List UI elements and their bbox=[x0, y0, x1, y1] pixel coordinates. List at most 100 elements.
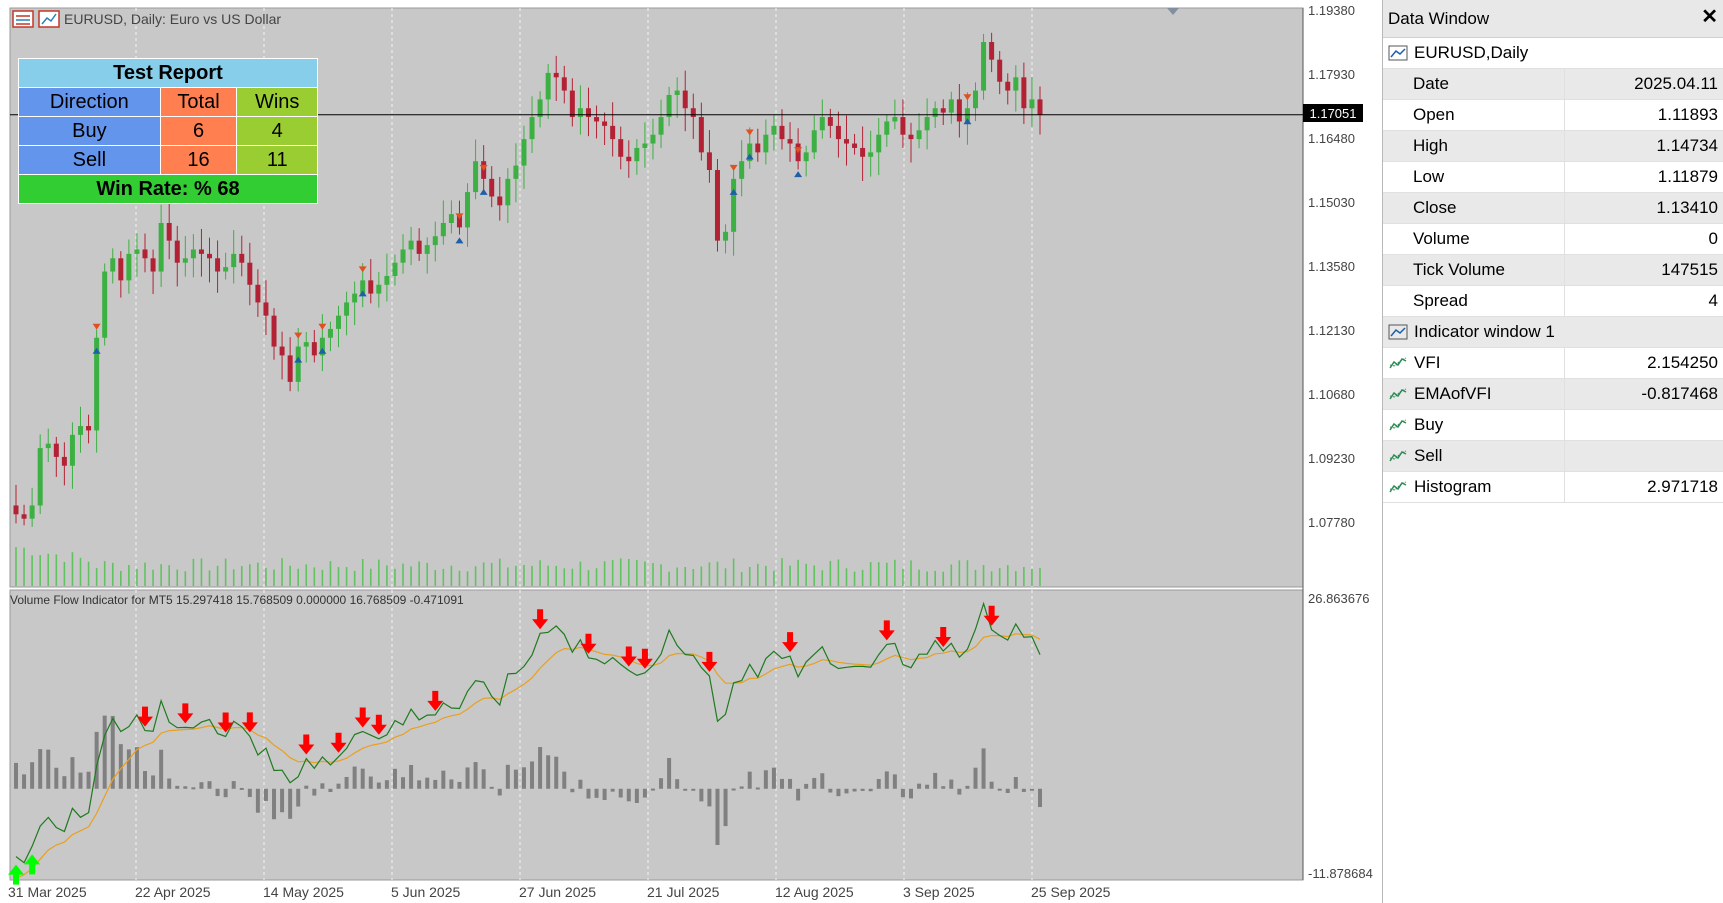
candle-body bbox=[440, 222, 446, 237]
time-label: 31 Mar 2025 bbox=[8, 884, 87, 900]
close-icon[interactable]: ✕ bbox=[1701, 6, 1718, 28]
time-label: 25 Sep 2025 bbox=[1031, 884, 1111, 900]
time-label: 14 May 2025 bbox=[263, 884, 344, 900]
candle-body bbox=[327, 328, 333, 338]
indicator-label-cell: Sell bbox=[1383, 441, 1565, 471]
indicator-group[interactable]: Indicator window 1 bbox=[1383, 317, 1723, 348]
volume-bar bbox=[224, 558, 227, 586]
sell-trade-marker bbox=[294, 332, 303, 339]
time-label: 22 Apr 2025 bbox=[135, 884, 211, 900]
volume-bar bbox=[378, 559, 380, 586]
chart-area[interactable]: EURUSD, Daily: Euro vs US Dollar Test Re… bbox=[0, 0, 1380, 903]
price-label: 1.12130 bbox=[1308, 323, 1355, 338]
candle-body bbox=[835, 125, 841, 140]
volume-bar bbox=[531, 565, 533, 586]
volume-bar bbox=[724, 568, 727, 586]
histogram-bar bbox=[538, 747, 543, 789]
field-label: Low bbox=[1383, 162, 1565, 192]
buy-arrow-icon bbox=[24, 854, 41, 875]
histogram-bar bbox=[820, 773, 825, 789]
histogram-bar bbox=[441, 770, 446, 789]
volume-bar bbox=[345, 567, 348, 586]
sell-arrow-icon bbox=[701, 651, 718, 672]
indicator-group-label: Indicator window 1 bbox=[1414, 322, 1555, 341]
candle-body bbox=[134, 249, 140, 254]
candle-body bbox=[198, 249, 204, 254]
sell-trade-marker bbox=[455, 213, 464, 220]
histogram-bar bbox=[183, 786, 188, 789]
chart-canvas[interactable] bbox=[0, 0, 1380, 903]
row-sell-wins: 11 bbox=[236, 145, 318, 175]
symbol-group[interactable]: EURUSD,Daily bbox=[1383, 38, 1723, 69]
histogram-bar bbox=[771, 767, 776, 789]
histogram-bar bbox=[812, 777, 817, 789]
histogram-bar bbox=[626, 788, 631, 802]
volume-bar bbox=[144, 562, 146, 586]
candle-body bbox=[174, 240, 180, 263]
indicator-icon bbox=[1389, 357, 1407, 369]
volume-bar bbox=[474, 566, 477, 586]
volume-bar bbox=[47, 553, 50, 586]
histogram-bar bbox=[296, 788, 301, 807]
chart-type-icon[interactable] bbox=[38, 10, 60, 28]
chart-line-icon bbox=[1388, 324, 1408, 340]
histogram-bar bbox=[755, 787, 760, 790]
volume-bar bbox=[313, 567, 316, 586]
histogram-bar bbox=[699, 788, 704, 802]
candle-body bbox=[771, 125, 777, 135]
histogram-bar bbox=[892, 774, 897, 789]
histogram-bar bbox=[263, 788, 268, 801]
histogram-bar bbox=[884, 771, 889, 789]
histogram-bar bbox=[376, 782, 381, 789]
field-row-date: Date 2025.04.11 bbox=[1383, 69, 1723, 100]
candle-body bbox=[311, 342, 317, 356]
histogram-bar bbox=[473, 762, 478, 789]
histogram-bar bbox=[199, 782, 204, 789]
histogram-bar bbox=[562, 771, 567, 789]
candle-body bbox=[489, 178, 495, 197]
field-value: 1.11893 bbox=[1657, 105, 1718, 124]
data-window-panel: Data Window ✕ EURUSD,Daily Date 2025.04.1… bbox=[1382, 0, 1723, 903]
volume-bar bbox=[853, 571, 856, 586]
indicator-field-value bbox=[1565, 410, 1723, 440]
sell-arrow-icon bbox=[983, 605, 1000, 626]
histogram-bar bbox=[1005, 788, 1010, 793]
buy-trade-marker bbox=[358, 290, 367, 297]
sell-arrow-icon bbox=[935, 627, 952, 648]
volume-bar bbox=[39, 555, 41, 586]
sell-arrow-icon bbox=[532, 609, 549, 630]
candle-body bbox=[384, 275, 390, 285]
histogram-bar bbox=[715, 788, 720, 845]
list-icon[interactable] bbox=[12, 10, 34, 28]
candle-body bbox=[747, 143, 753, 162]
histogram-bar bbox=[409, 764, 414, 789]
indicator-field-value bbox=[1565, 441, 1723, 471]
buy-trade-marker bbox=[294, 356, 303, 363]
indicator-field-label: EMAofVFI bbox=[1414, 384, 1492, 403]
candle-body bbox=[247, 262, 253, 285]
volume-bar bbox=[1015, 571, 1017, 586]
volume-bar bbox=[103, 561, 106, 586]
field-value: 2025.04.11 bbox=[1565, 69, 1723, 99]
indicator-label: Volume Flow Indicator for MT5 15.297418 … bbox=[10, 593, 464, 607]
histogram-bar bbox=[159, 749, 164, 789]
histogram-bar bbox=[118, 744, 123, 789]
time-label: 27 Jun 2025 bbox=[519, 884, 597, 900]
field-row-volume: Volume 0 bbox=[1383, 224, 1723, 255]
candle-body bbox=[940, 108, 946, 113]
histogram-bar bbox=[650, 788, 655, 791]
vfi-line bbox=[15, 601, 1041, 864]
volume-bar bbox=[160, 564, 162, 586]
chart-line-icon bbox=[1388, 45, 1408, 61]
histogram-bar bbox=[505, 764, 510, 789]
histogram-bar bbox=[957, 788, 962, 795]
volume-bar bbox=[1039, 567, 1041, 586]
histogram-bar bbox=[167, 778, 172, 789]
volume-bar bbox=[394, 568, 396, 586]
volume-bar bbox=[974, 569, 977, 586]
candle-body bbox=[787, 139, 793, 144]
histogram-bar bbox=[272, 788, 277, 820]
volume-bar bbox=[523, 565, 525, 586]
row-sell-total: 16 bbox=[159, 145, 238, 175]
candle-body bbox=[997, 59, 1003, 82]
